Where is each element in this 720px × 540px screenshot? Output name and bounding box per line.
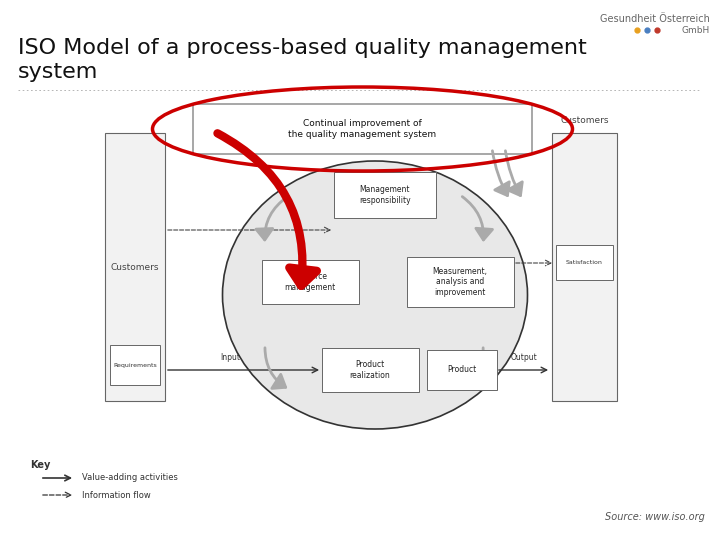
Text: ISO Model of a process-based quality management: ISO Model of a process-based quality man… — [18, 38, 587, 58]
Text: system: system — [18, 62, 99, 82]
FancyBboxPatch shape — [322, 348, 418, 392]
FancyBboxPatch shape — [105, 133, 165, 401]
FancyBboxPatch shape — [193, 104, 532, 154]
Text: Product
realization: Product realization — [350, 360, 390, 380]
FancyBboxPatch shape — [110, 345, 160, 385]
FancyArrowPatch shape — [217, 133, 317, 286]
Text: Customers: Customers — [111, 262, 159, 272]
Text: Information flow: Information flow — [82, 490, 150, 500]
Text: Input: Input — [220, 353, 240, 362]
Text: Source: www.iso.org: Source: www.iso.org — [605, 512, 705, 522]
FancyBboxPatch shape — [407, 257, 513, 307]
FancyArrowPatch shape — [462, 197, 492, 240]
Ellipse shape — [222, 161, 528, 429]
Text: Key: Key — [30, 460, 50, 470]
Text: GmbH: GmbH — [682, 26, 710, 35]
FancyBboxPatch shape — [552, 133, 617, 401]
FancyArrowPatch shape — [505, 151, 522, 195]
Text: Management
responsibility: Management responsibility — [359, 185, 411, 205]
Text: Output: Output — [510, 353, 537, 362]
Text: Resource
management: Resource management — [284, 272, 336, 292]
Text: Continual improvement of
the quality management system: Continual improvement of the quality man… — [289, 119, 436, 139]
FancyArrowPatch shape — [265, 348, 286, 388]
Text: Requirements: Requirements — [113, 362, 157, 368]
Text: Value-adding activities: Value-adding activities — [82, 474, 178, 483]
Text: Product: Product — [447, 366, 477, 375]
Text: Measurement,
analysis and
improvement: Measurement, analysis and improvement — [433, 267, 487, 297]
Text: Gesundheit Österreich: Gesundheit Österreich — [600, 14, 710, 24]
FancyArrowPatch shape — [464, 348, 483, 388]
Text: Satisfaction: Satisfaction — [566, 260, 603, 265]
FancyBboxPatch shape — [556, 245, 613, 280]
FancyBboxPatch shape — [427, 350, 497, 390]
FancyArrowPatch shape — [492, 151, 509, 195]
Text: Customers: Customers — [560, 116, 608, 125]
FancyBboxPatch shape — [261, 260, 359, 304]
FancyBboxPatch shape — [334, 172, 436, 218]
FancyArrowPatch shape — [256, 197, 288, 240]
